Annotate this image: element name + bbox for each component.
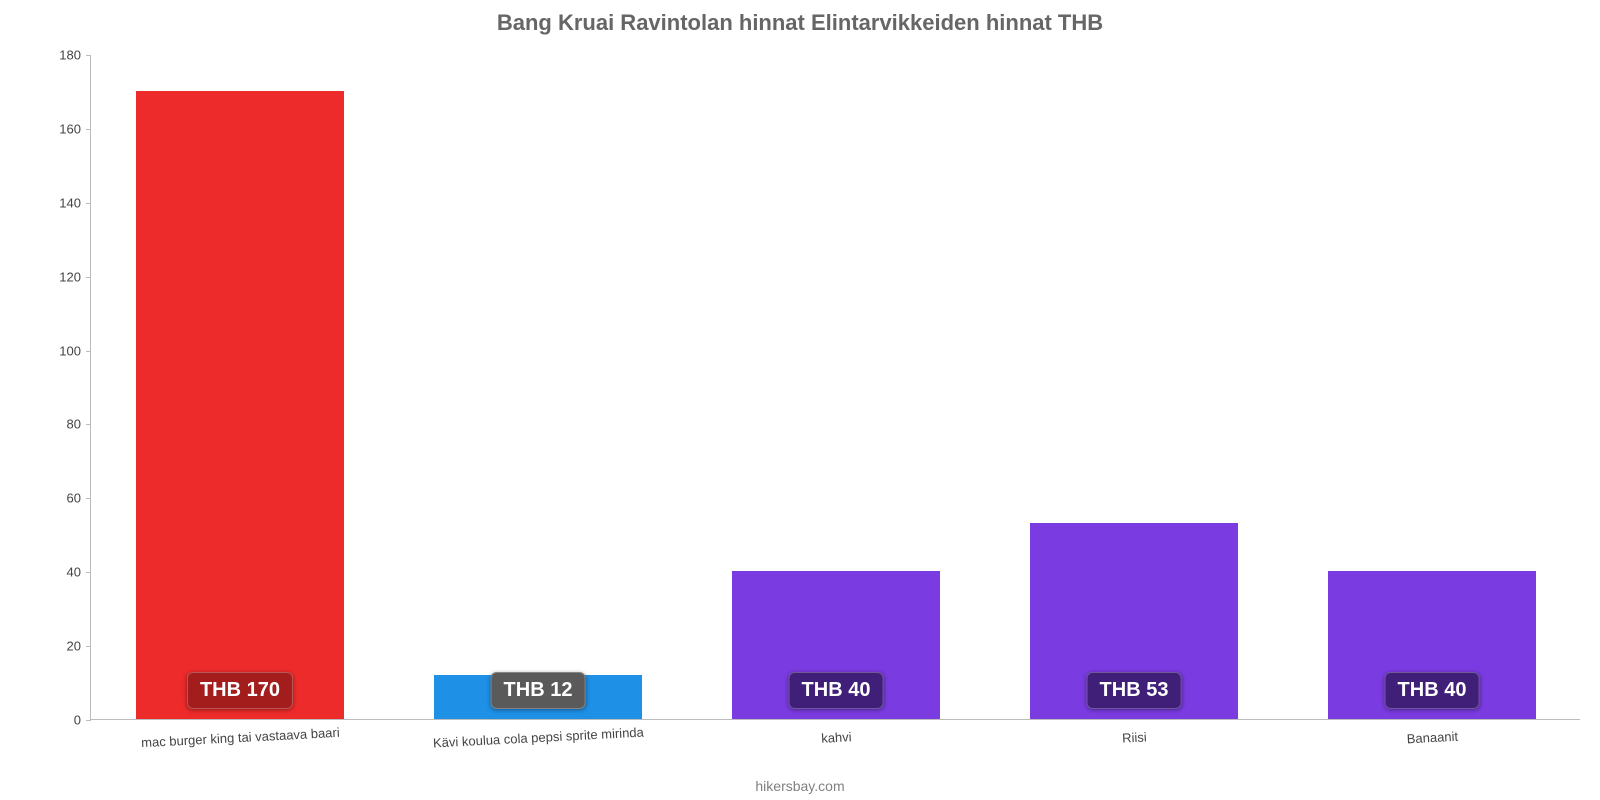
y-tick-label: 80 (41, 417, 81, 432)
y-tick-mark (86, 55, 91, 56)
value-badge: THB 40 (1385, 672, 1480, 709)
y-tick-mark (86, 572, 91, 573)
bar: THB 53 (1030, 523, 1239, 719)
x-tick-label: mac burger king tai vastaava baari (141, 725, 340, 750)
value-badge: THB 170 (187, 672, 293, 709)
bar: THB 170 (136, 91, 345, 719)
value-badge: THB 12 (491, 672, 586, 709)
y-tick-mark (86, 277, 91, 278)
y-tick-mark (86, 646, 91, 647)
bar: THB 40 (1328, 571, 1537, 719)
y-tick-label: 160 (41, 121, 81, 136)
y-tick-mark (86, 203, 91, 204)
price-bar-chart: Bang Kruai Ravintolan hinnat Elintarvikk… (0, 0, 1600, 800)
value-badge: THB 53 (1087, 672, 1182, 709)
y-tick-label: 180 (41, 48, 81, 63)
y-tick-label: 120 (41, 269, 81, 284)
y-tick-label: 40 (41, 565, 81, 580)
y-tick-mark (86, 424, 91, 425)
y-tick-label: 20 (41, 639, 81, 654)
bar: THB 40 (732, 571, 941, 719)
y-tick-label: 60 (41, 491, 81, 506)
y-tick-label: 0 (41, 713, 81, 728)
y-tick-mark (86, 351, 91, 352)
y-tick-label: 140 (41, 195, 81, 210)
value-badge: THB 40 (789, 672, 884, 709)
y-tick-mark (86, 129, 91, 130)
bars-container: THB 170 THB 12 THB 40 THB 53 THB 40 (91, 55, 1580, 719)
y-tick-mark (86, 498, 91, 499)
plot-area: THB 170THB 12THB 40THB 53THB 40 02040608… (90, 55, 1580, 720)
x-tick-label: kahvi (821, 729, 852, 746)
x-tick-label: Riisi (1122, 729, 1147, 745)
y-tick-mark (86, 720, 91, 721)
chart-title: Bang Kruai Ravintolan hinnat Elintarvikk… (0, 10, 1600, 36)
x-tick-label: Banaanit (1406, 729, 1458, 747)
attribution-text: hikersbay.com (0, 778, 1600, 794)
bar: THB 12 (434, 675, 643, 719)
x-tick-label: Kävi koulua cola pepsi sprite mirinda (433, 724, 644, 750)
y-tick-label: 100 (41, 343, 81, 358)
